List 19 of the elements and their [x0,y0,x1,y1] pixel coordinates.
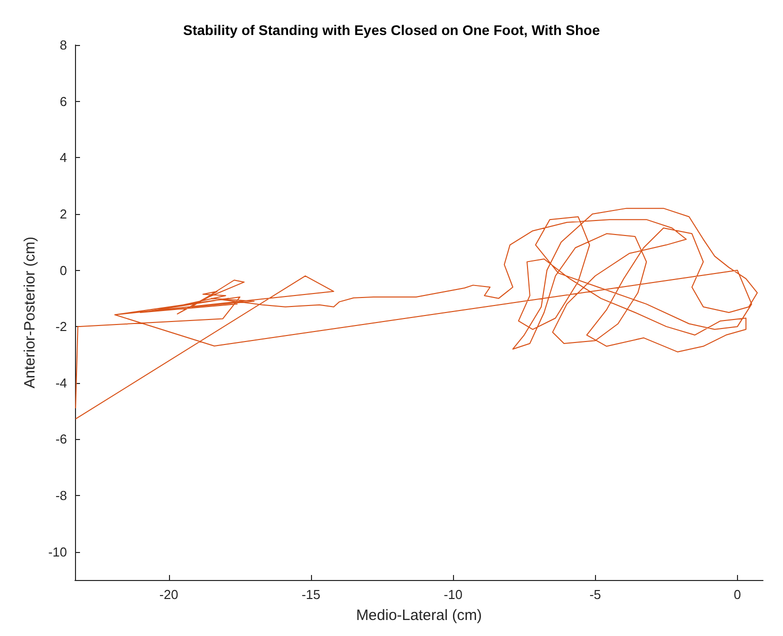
x-tick-label: 0 [734,587,742,602]
y-axis-title: Anterior-Posterior (cm) [21,236,38,388]
x-tick-label: -15 [302,587,320,602]
y-tick-label: 6 [60,94,67,109]
y-tick-label: -10 [48,544,67,560]
x-tick-label: -5 [589,587,602,602]
y-tick-label: -4 [55,375,67,390]
line-series [75,208,758,420]
x-axis-title: Medio-Lateral (cm) [356,607,482,624]
y-tick-label: -8 [55,488,67,504]
x-tick-label: -20 [159,587,178,602]
x-tick-label: -10 [444,587,463,602]
y-tick-label: -2 [55,319,67,334]
chart-title: Stability of Standing with Eyes Closed on One Foot, With Shoe [183,22,600,38]
y-tick-label: 2 [60,206,67,222]
y-tick-label: 0 [60,262,67,278]
y-tick-label: 8 [60,38,67,52]
y-tick-label: 4 [60,150,67,166]
y-tick-label: -6 [55,432,67,447]
